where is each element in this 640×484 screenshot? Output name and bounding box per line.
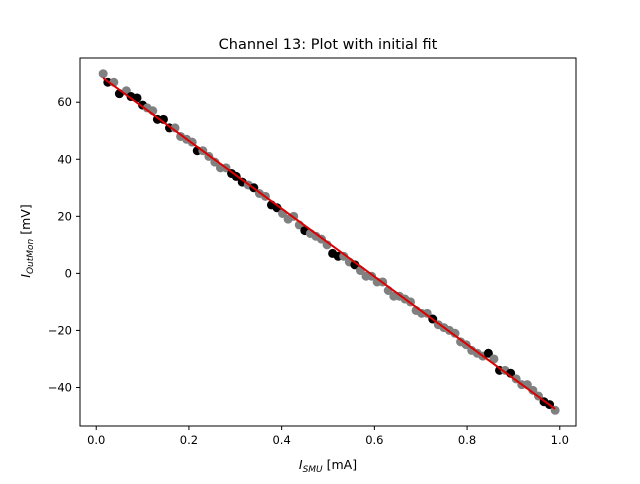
axes-border <box>79 57 577 427</box>
x-tick-label: 0.4 <box>272 433 290 447</box>
y-tick-label: 0 <box>65 266 72 280</box>
y-axis-label-symbol: I <box>18 274 33 278</box>
y-tick-label: 60 <box>57 95 72 109</box>
data-point <box>98 69 108 79</box>
y-axis-label-unit: [mV] <box>18 204 33 238</box>
fit-line <box>102 77 556 410</box>
x-axis-ticks: 0.0 0.2 0.4 0.6 0.8 1.0 <box>87 426 569 447</box>
x-axis-label: ISMU [mA] <box>299 457 357 475</box>
data-point <box>210 157 220 167</box>
y-axis-ticks: −40 −20 0 20 40 60 <box>48 95 80 394</box>
x-tick-label: 0.8 <box>458 433 476 447</box>
data-point <box>422 308 432 318</box>
x-tick-label: 0.6 <box>365 433 383 447</box>
data-point <box>528 385 538 395</box>
data-point <box>272 203 282 213</box>
y-tick-label: −40 <box>48 380 72 394</box>
x-tick-label: 0.2 <box>180 433 198 447</box>
axes-frame <box>79 57 577 427</box>
x-tick-label: 1.0 <box>551 433 569 447</box>
y-tick-label: 40 <box>57 152 72 166</box>
data-point <box>339 251 349 261</box>
y-tick-label: −20 <box>48 323 72 337</box>
x-tick-label: 0.0 <box>87 433 105 447</box>
y-tick-label: 20 <box>57 209 72 223</box>
y-axis-label: IOutMon [mV] <box>18 204 36 277</box>
fit-layer <box>102 77 556 410</box>
x-axis-label-symbol: I <box>299 457 303 472</box>
chart-title: Channel 13: Plot with initial fit <box>219 37 438 53</box>
data-point <box>483 348 493 358</box>
data-point <box>350 260 360 270</box>
data-point <box>450 328 460 338</box>
x-axis-label-unit: [mA] <box>323 457 357 472</box>
y-axis-label-subscript: OutMon <box>26 238 36 274</box>
x-axis-label-subscript: SMU <box>303 465 323 475</box>
